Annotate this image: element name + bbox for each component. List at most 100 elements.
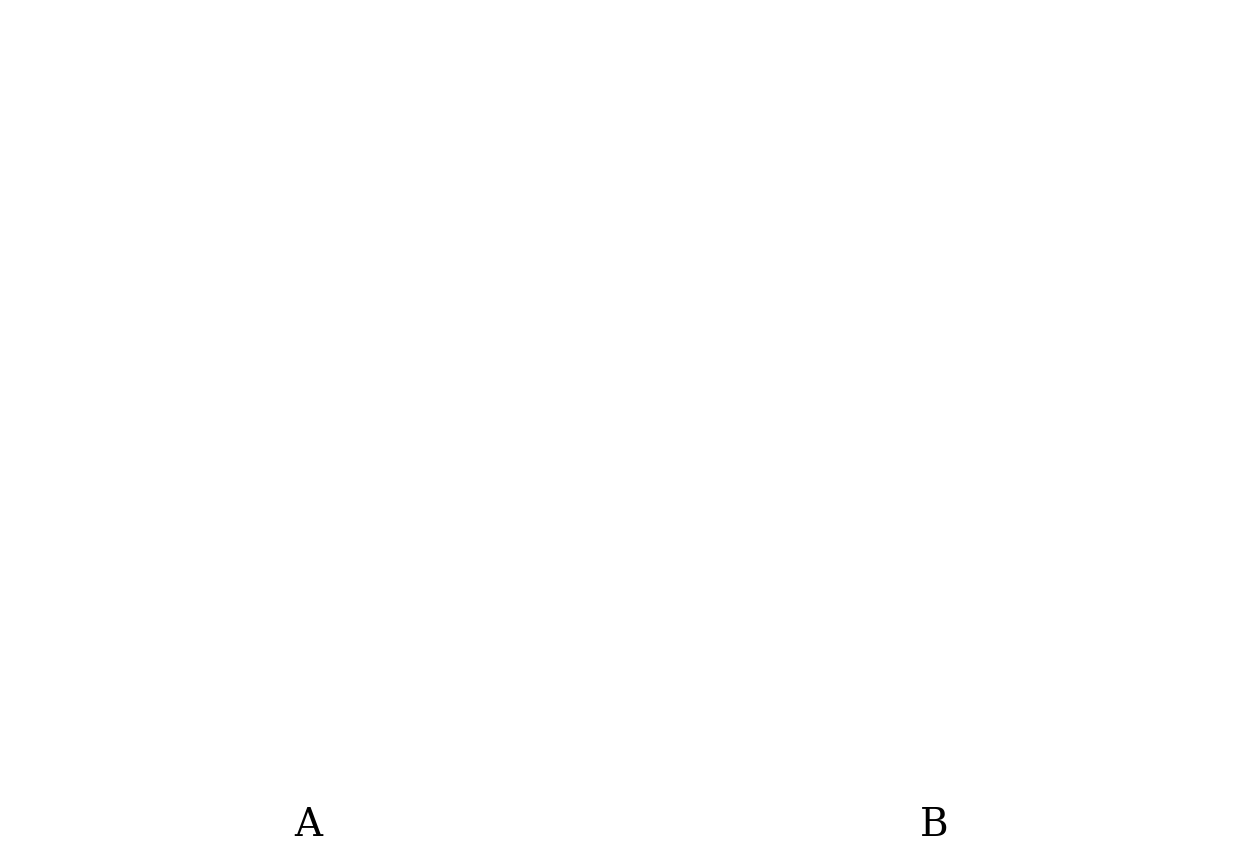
Point [822, 478, 842, 491]
Point [1152, 211, 1172, 224]
Point [1011, 602, 1030, 616]
Point [735, 570, 755, 584]
Point [35, 606, 55, 619]
Point [117, 280, 136, 294]
Point [1004, 356, 1024, 369]
Point [1040, 217, 1060, 230]
Point [795, 468, 815, 481]
Point [386, 617, 405, 630]
Point [1053, 632, 1073, 645]
Point [456, 382, 476, 396]
Point [1019, 289, 1039, 302]
Point [427, 632, 446, 645]
Point [920, 603, 940, 617]
Point [102, 504, 122, 518]
Point [522, 332, 542, 346]
Point [143, 282, 162, 296]
Point [436, 421, 456, 435]
Point [1162, 578, 1182, 591]
Point [291, 574, 311, 588]
Point [1007, 401, 1027, 415]
Point [171, 449, 191, 462]
Point [310, 260, 330, 274]
Point [923, 570, 942, 584]
Point [711, 349, 730, 363]
Point [331, 568, 351, 582]
Point [1137, 456, 1157, 469]
Point [856, 395, 875, 408]
Point [436, 387, 456, 401]
Point [388, 343, 408, 357]
Point [720, 419, 740, 433]
Point [296, 570, 316, 584]
Point [1032, 603, 1052, 617]
Point [812, 403, 832, 417]
Point [218, 472, 238, 485]
Point [146, 205, 166, 219]
Point [1089, 285, 1109, 299]
Point [874, 487, 894, 501]
Point [448, 499, 467, 512]
Point [768, 259, 787, 273]
Point [378, 356, 398, 369]
Point [254, 551, 274, 564]
Point [720, 613, 740, 627]
Text: B: B [920, 807, 949, 844]
Point [143, 357, 162, 370]
Point [791, 364, 811, 378]
Point [1063, 437, 1083, 451]
Point [980, 617, 999, 631]
Point [740, 611, 760, 624]
Point [433, 329, 453, 343]
Point [103, 612, 123, 625]
Point [769, 357, 789, 370]
Point [304, 359, 324, 373]
Point [1111, 211, 1131, 224]
Point [341, 623, 361, 637]
Point [908, 380, 928, 394]
Point [320, 401, 340, 414]
Point [402, 637, 422, 650]
Point [335, 484, 355, 498]
Point [562, 644, 582, 657]
Point [294, 411, 314, 424]
Point [1061, 258, 1081, 272]
Point [378, 296, 398, 309]
Point [63, 522, 83, 535]
Point [1127, 473, 1147, 487]
Point [1087, 591, 1107, 605]
Point [1137, 611, 1157, 624]
Point [490, 520, 510, 534]
Point [42, 525, 62, 539]
Point [414, 217, 434, 230]
Point [213, 547, 233, 561]
Point [766, 221, 786, 235]
Point [939, 298, 959, 312]
Point [55, 595, 74, 608]
Point [842, 433, 862, 446]
Point [1166, 273, 1185, 286]
Point [1143, 244, 1163, 257]
Point [743, 280, 763, 294]
Point [134, 214, 154, 228]
Point [444, 479, 464, 492]
Point [935, 384, 955, 397]
Point [312, 298, 332, 312]
Point [729, 612, 749, 625]
Point [691, 332, 711, 346]
Point [959, 424, 978, 438]
Point [961, 484, 981, 498]
Point [94, 419, 114, 433]
Point [413, 264, 433, 278]
Point [216, 433, 236, 446]
Point [1063, 421, 1083, 435]
Point [816, 212, 836, 225]
Point [1053, 362, 1073, 375]
Point [456, 274, 476, 288]
Point [918, 574, 937, 588]
Point [365, 360, 384, 374]
Point [1164, 454, 1184, 468]
Point [680, 607, 699, 621]
Point [1003, 595, 1023, 609]
Point [1070, 479, 1090, 492]
